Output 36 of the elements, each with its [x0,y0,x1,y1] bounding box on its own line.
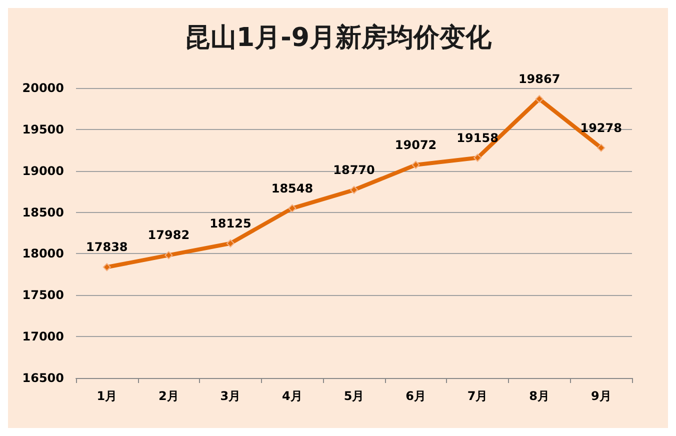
data-label: 18125 [210,216,252,230]
data-label: 17982 [148,228,190,242]
point [474,154,482,162]
x-tick-label: 3月 [220,389,241,403]
x-tick-label: 1月 [96,389,118,403]
point [226,239,234,248]
x-tick-label: 7月 [467,389,488,403]
y-tick-label: 20000 [22,81,64,95]
y-tick-label: 17000 [22,330,64,344]
chart-title: 昆山1月-9月新房均价变化 [184,23,492,53]
data-label: 19278 [580,120,622,135]
x-tick-label: 5月 [344,389,364,403]
y-tick-label: 19000 [22,164,64,178]
data-label: 19158 [456,130,498,145]
x-tick-label: 9月 [590,389,612,403]
data-label: 18770 [333,162,375,177]
data-label: 18548 [271,181,314,196]
point [597,144,606,152]
x-tick-label: 6月 [406,389,426,403]
y-tick-label: 16500 [22,371,64,385]
point [102,263,111,272]
x-tick-label: 8月 [529,389,550,403]
point [164,251,173,260]
point [535,95,544,104]
x-tick-label: 2月 [158,389,179,403]
y-tick-label: 17500 [22,288,64,302]
point [288,204,296,212]
x-tick-label: 4月 [282,389,302,403]
data-label: 19867 [518,72,560,86]
data-label: 19072 [394,138,437,152]
data-label: 17838 [86,240,128,254]
point [412,160,420,169]
y-tick-label: 18500 [22,205,64,220]
y-tick-label: 18000 [22,246,64,261]
y-tick-label: 19500 [22,122,64,136]
point [350,186,358,194]
